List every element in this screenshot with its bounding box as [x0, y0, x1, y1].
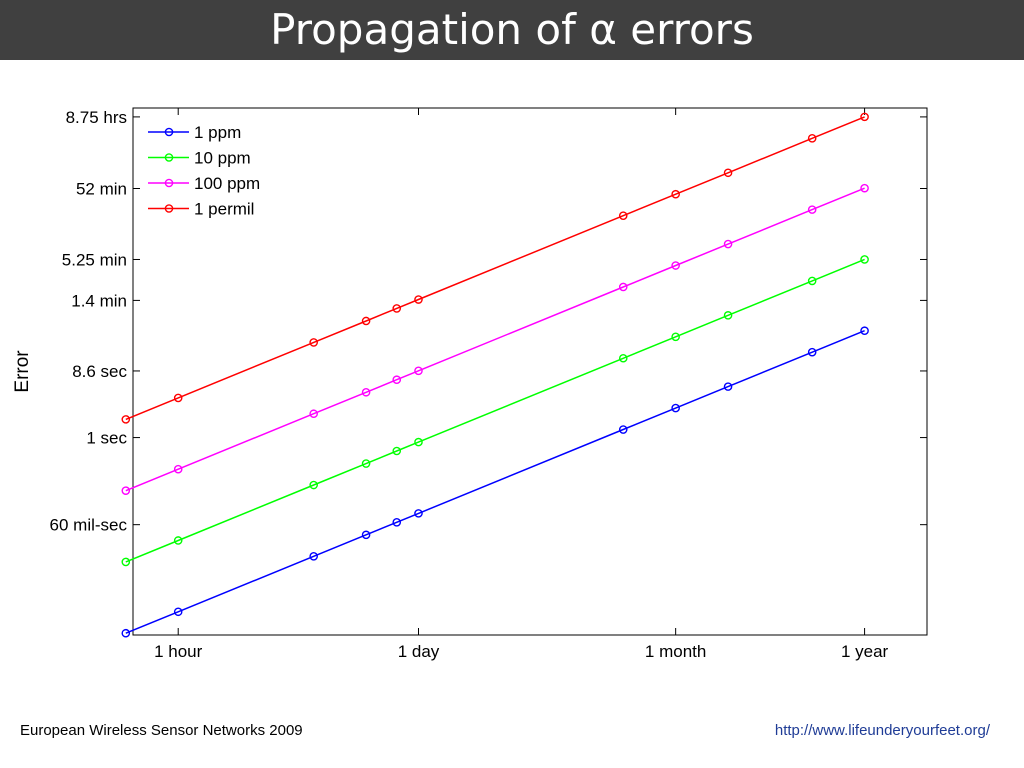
plot-frame	[132, 107, 928, 636]
data-point	[309, 552, 318, 561]
data-point	[807, 276, 817, 286]
x-tick-label: 1 hour	[154, 642, 203, 661]
data-point	[723, 239, 733, 249]
slide-title: Propagation of α errors	[270, 5, 754, 54]
series-line	[125, 116, 865, 421]
data-point	[860, 183, 869, 193]
legend-label: 10 ppm	[194, 149, 251, 168]
y-tick-label: 60 mil-sec	[50, 516, 128, 535]
data-point	[723, 311, 733, 320]
data-point	[392, 375, 402, 385]
data-point	[414, 366, 423, 376]
data-point	[618, 282, 628, 292]
data-point	[671, 261, 680, 270]
legend-label: 1 ppm	[194, 123, 241, 142]
data-point	[121, 557, 131, 567]
data-point	[618, 211, 628, 220]
y-tick-label: 8.75 hrs	[66, 108, 127, 127]
x-tick-label: 1 year	[841, 642, 889, 661]
y-axis-label: Error	[12, 350, 33, 393]
data-point	[361, 459, 371, 468]
data-point	[723, 168, 733, 178]
data-point	[414, 437, 423, 447]
y-tick-label: 1 sec	[86, 429, 127, 448]
data-point	[860, 255, 869, 264]
data-point	[807, 205, 817, 214]
data-point	[807, 347, 817, 357]
data-point	[671, 332, 680, 342]
footer-link[interactable]: http://www.lifeunderyourfeet.org/	[774, 722, 990, 739]
y-tick-label: 52 min	[76, 179, 127, 198]
data-point	[173, 393, 183, 403]
data-point	[860, 112, 869, 122]
x-tick-label: 1 month	[645, 642, 706, 661]
data-point	[121, 486, 131, 495]
y-tick-label: 1.4 min	[71, 291, 127, 310]
legend-marker	[164, 178, 174, 188]
data-point	[361, 530, 371, 540]
data-point	[618, 353, 628, 363]
y-tick-label: 8.6 sec	[72, 362, 127, 381]
data-point	[392, 446, 402, 456]
legend-marker	[164, 204, 174, 213]
y-tick-label: 5.25 min	[62, 250, 127, 269]
data-point	[860, 326, 869, 336]
legend-marker	[164, 127, 174, 137]
data-point	[807, 134, 817, 143]
data-point	[392, 517, 402, 527]
data-point	[309, 409, 318, 419]
data-point	[671, 189, 680, 199]
series-line	[125, 258, 865, 563]
data-point	[618, 425, 628, 434]
title-bar: Propagation of α errors	[0, 0, 1024, 60]
legend-label: 1 permil	[194, 200, 254, 219]
data-point	[173, 607, 183, 617]
error-propagation-chart: 60 mil-sec 1 sec 8.6 sec 1.4 min 5.25 min 52 …	[12, 107, 928, 661]
legend: 1 ppm 10 ppm 100 ppm 1 permil	[148, 123, 260, 219]
data-point	[173, 536, 183, 545]
series-line	[125, 187, 865, 492]
data-point	[392, 304, 402, 313]
x-tick-label: 1 day	[398, 642, 440, 661]
data-point	[414, 295, 423, 304]
legend-marker	[164, 153, 174, 162]
footer-conference: European Wireless Sensor Networks 2009	[20, 722, 303, 739]
legend-label: 100 ppm	[194, 174, 260, 193]
data-point	[309, 480, 318, 490]
data-point	[671, 403, 680, 413]
data-point	[309, 338, 318, 347]
data-point	[173, 464, 183, 474]
data-point	[723, 382, 733, 391]
series-line	[125, 330, 865, 634]
data-point	[121, 628, 131, 638]
data-point	[361, 316, 371, 326]
data-point	[121, 415, 131, 424]
data-point	[414, 509, 423, 518]
data-point	[361, 387, 371, 397]
